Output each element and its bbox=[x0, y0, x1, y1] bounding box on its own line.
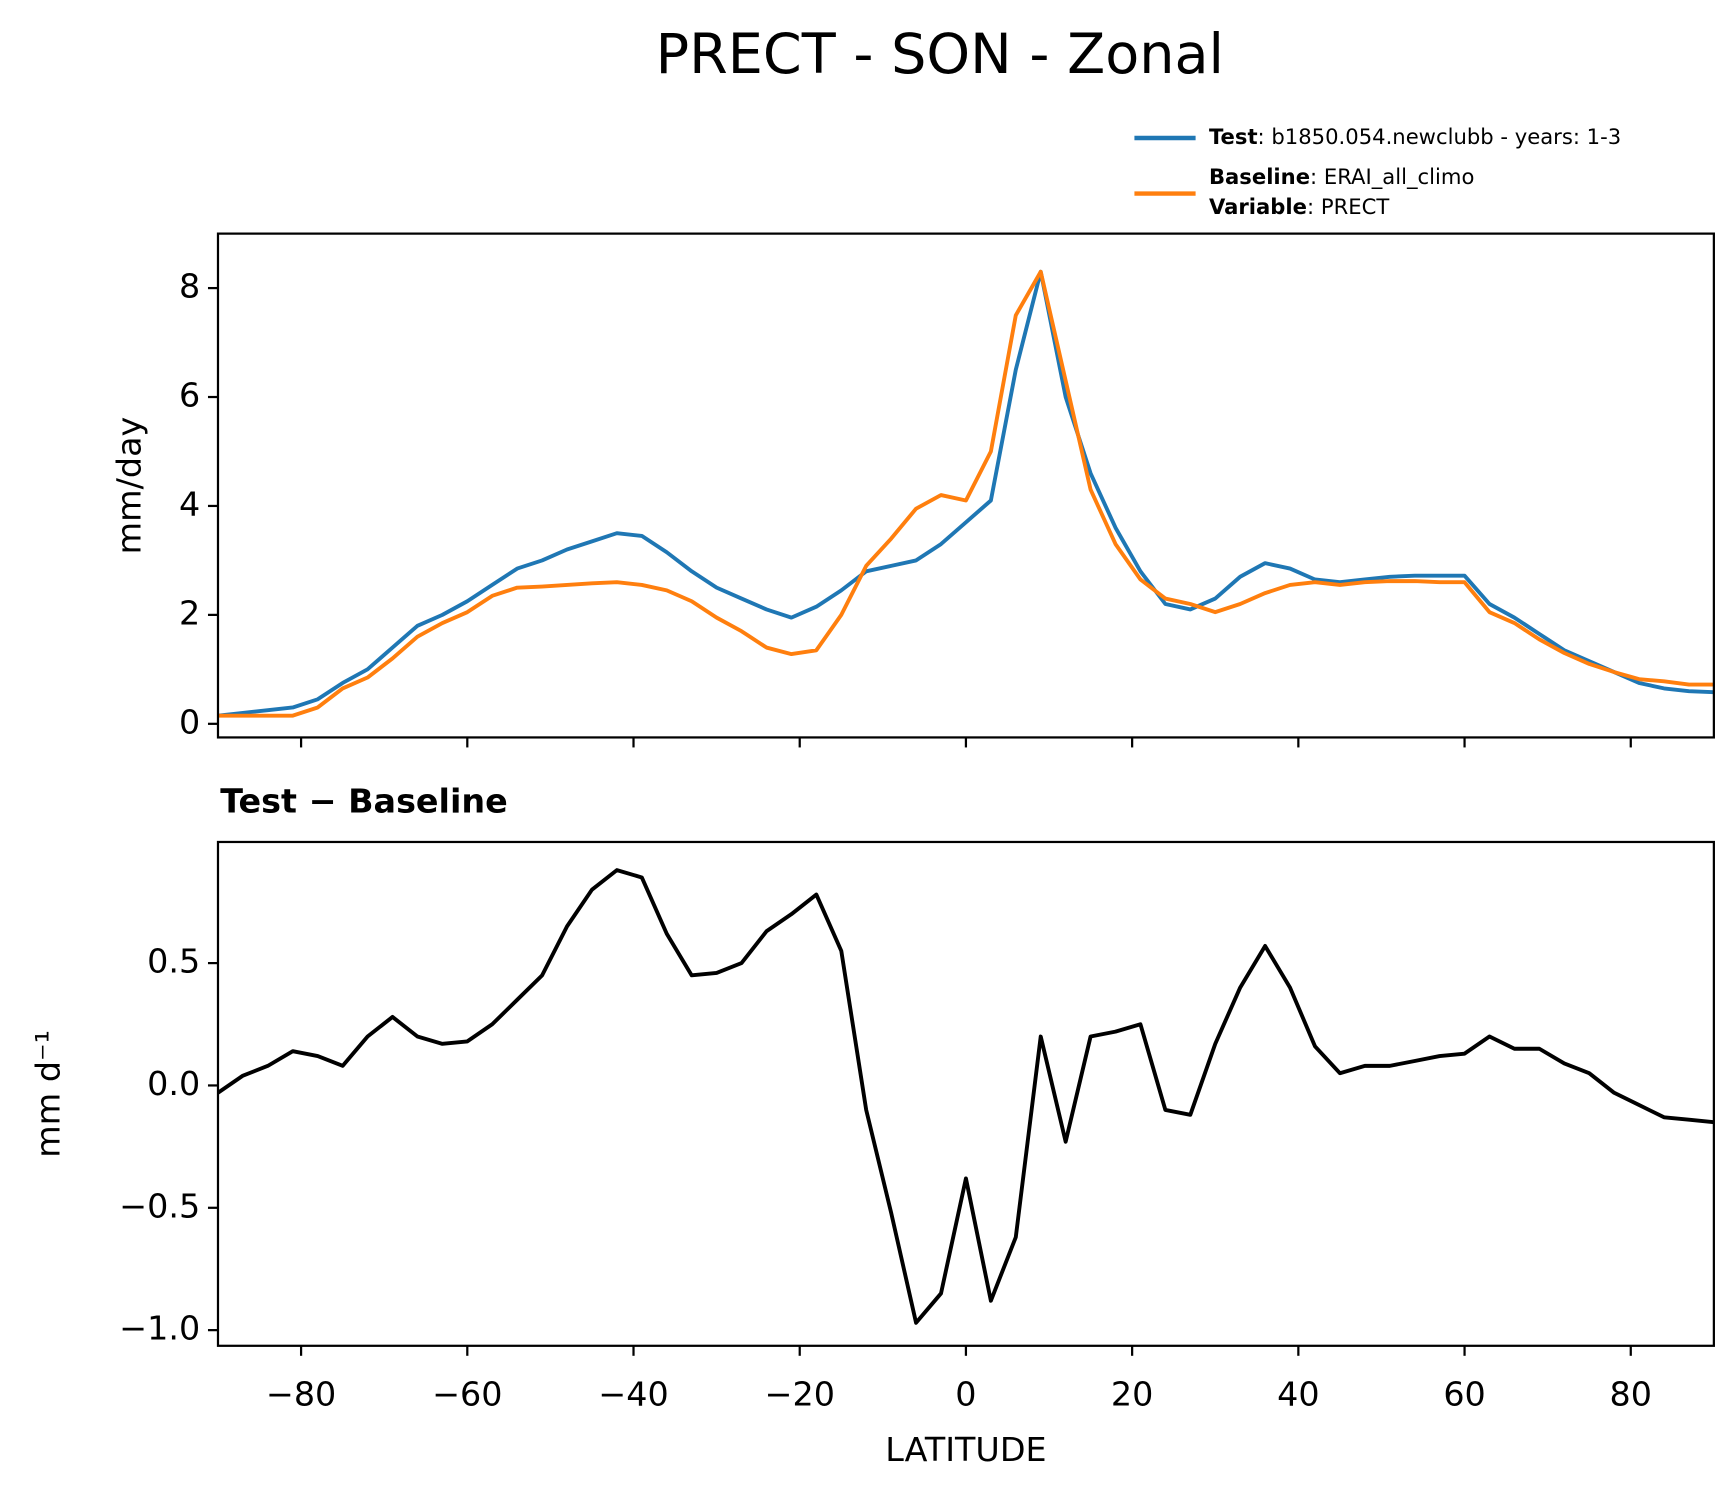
y-tick-label: 4 bbox=[179, 484, 200, 523]
x-tick-label: 0 bbox=[955, 1374, 976, 1413]
y-tick-label: 2 bbox=[179, 593, 200, 632]
figure-title: PRECT - SON - Zonal bbox=[656, 22, 1224, 87]
y-tick-label: 0 bbox=[179, 702, 200, 741]
x-tick-label: 40 bbox=[1277, 1374, 1319, 1413]
x-tick-label: 80 bbox=[1610, 1374, 1652, 1413]
y-tick-label: 0.0 bbox=[147, 1064, 200, 1103]
data-line bbox=[217, 269, 1714, 718]
y-tick-label: 0.5 bbox=[147, 942, 200, 981]
legend-note: Variable: PRECT bbox=[1209, 194, 1389, 219]
legend-description: : ERAI_all_climo bbox=[1310, 164, 1474, 190]
x-tick-label: −40 bbox=[598, 1374, 668, 1413]
axes-frame bbox=[216, 840, 1715, 1347]
y-tick-label: 6 bbox=[179, 376, 200, 415]
legend-note-description: : PRECT bbox=[1307, 194, 1389, 219]
y-axis-label: mm/day bbox=[110, 417, 149, 555]
axes-title: Test − Baseline bbox=[220, 782, 508, 821]
x-tick-label: 60 bbox=[1443, 1374, 1485, 1413]
legend-name: Baseline bbox=[1209, 164, 1310, 189]
x-tick-label: −20 bbox=[765, 1374, 835, 1413]
x-tick-label: −60 bbox=[432, 1374, 502, 1413]
y-tick-label: −1.0 bbox=[119, 1309, 200, 1348]
data-line bbox=[217, 269, 1714, 718]
y-tick-label: 8 bbox=[179, 267, 200, 306]
y-tick-label: −0.5 bbox=[119, 1186, 200, 1225]
axes-frame bbox=[216, 232, 1715, 739]
x-tick-label: −80 bbox=[266, 1374, 336, 1413]
data-line bbox=[217, 868, 1714, 1325]
legend-entry: Test: b1850.054.newclubb - years: 1-3 bbox=[1209, 124, 1621, 149]
legend-name: Test bbox=[1209, 124, 1258, 149]
legend-note-name: Variable bbox=[1209, 194, 1307, 219]
y-axis-label: mm d⁻¹ bbox=[29, 1030, 68, 1158]
x-tick-label: 20 bbox=[1111, 1374, 1153, 1413]
legend-description: : b1850.054.newclubb - years: 1-3 bbox=[1258, 124, 1622, 149]
legend-entry: Baseline: ERAI_all_climo bbox=[1209, 164, 1474, 190]
x-axis-label: LATITUDE bbox=[885, 1430, 1046, 1469]
